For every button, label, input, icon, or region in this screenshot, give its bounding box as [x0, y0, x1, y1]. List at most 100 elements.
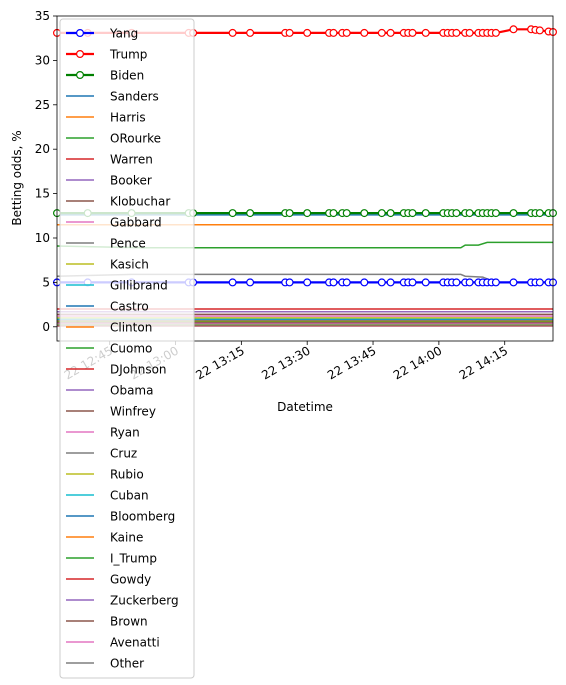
data-point-trump: [465, 28, 474, 37]
data-point-yang: [329, 278, 338, 287]
data-point-yang: [465, 278, 474, 287]
y-tick-label: 0: [42, 320, 50, 334]
legend-marker: [75, 49, 84, 58]
legend-entry-rubio: Rubio: [110, 468, 144, 482]
x-tick-label: 22 13:15: [193, 343, 246, 382]
data-point-biden: [408, 209, 417, 218]
legend-entry-orourke: ORourke: [110, 132, 161, 146]
data-point-trump: [386, 28, 395, 37]
data-point-yang: [421, 278, 430, 287]
legend-entry-klobuchar: Klobuchar: [110, 195, 170, 209]
y-tick-label: 25: [35, 98, 50, 112]
data-point-trump: [408, 28, 417, 37]
data-point-biden: [421, 209, 430, 218]
data-point-biden: [465, 209, 474, 218]
data-point-trump: [535, 26, 544, 35]
legend-entry-bloomberg: Bloomberg: [110, 510, 175, 524]
data-point-biden: [452, 209, 461, 218]
data-point-yang: [285, 278, 294, 287]
data-point-yang: [303, 278, 312, 287]
x-axis-label: Datetime: [277, 400, 333, 414]
data-point-yang: [377, 278, 386, 287]
legend-entry-obama: Obama: [110, 384, 153, 398]
y-tick-label: 35: [35, 9, 50, 23]
legend-entry-castro: Castro: [110, 300, 149, 314]
plot-frame: [56, 15, 554, 342]
legend-entry-brown: Brown: [110, 615, 148, 629]
data-point-biden: [509, 209, 518, 218]
data-point-biden: [377, 209, 386, 218]
legend-entry-pence: Pence: [110, 237, 146, 251]
x-tick-label: 22 14:00: [391, 343, 444, 382]
legend-entry-djohnson: DJohnson: [110, 363, 167, 377]
legend-entry-kaine: Kaine: [110, 531, 143, 545]
legend: Yang Trump Biden Sanders Harris ORourke Warren…: [59, 18, 195, 679]
data-point-biden: [491, 209, 500, 218]
y-tick-label: 15: [35, 187, 50, 201]
data-point-biden: [246, 209, 255, 218]
data-point-trump: [342, 28, 351, 37]
data-point-trump: [452, 28, 461, 37]
legend-marker: [75, 70, 84, 79]
data-point-trump: [228, 28, 237, 37]
data-point-trump: [285, 28, 294, 37]
data-point-yang: [342, 278, 351, 287]
y-axis-label: Betting odds, %: [10, 130, 24, 225]
data-point-trump: [246, 28, 255, 37]
data-point-trump: [421, 28, 430, 37]
data-point-yang: [360, 278, 369, 287]
legend-entry-cuban: Cuban: [110, 489, 149, 503]
legend-entry-booker: Booker: [110, 174, 152, 188]
legend-entry-other: Other: [110, 657, 144, 671]
legend-entry-kasich: Kasich: [110, 258, 149, 272]
legend-entry-gillibrand: Gillibrand: [110, 279, 168, 293]
data-point-trump: [509, 25, 518, 34]
legend-entry-sanders: Sanders: [110, 90, 159, 104]
legend-entry-biden: Biden: [110, 69, 144, 83]
legend-entry-cruz: Cruz: [110, 447, 137, 461]
data-point-biden: [386, 209, 395, 218]
data-point-trump: [329, 28, 338, 37]
data-point-trump: [491, 28, 500, 37]
data-point-yang: [509, 278, 518, 287]
x-tick-label: 22 13:30: [259, 343, 312, 382]
data-point-biden: [228, 209, 237, 218]
data-point-biden: [342, 209, 351, 218]
legend-entry-i-trump: I_Trump: [110, 552, 157, 566]
data-point-yang: [535, 278, 544, 287]
legend-entry-yang: Yang: [109, 27, 138, 41]
x-tick-label: 22 14:15: [457, 343, 510, 382]
legend-entry-trump: Trump: [109, 48, 147, 62]
legend-entry-avenatti: Avenatti: [110, 636, 160, 650]
data-point-yang: [408, 278, 417, 287]
y-tick-label: 5: [42, 275, 50, 289]
data-point-yang: [246, 278, 255, 287]
data-point-biden: [535, 209, 544, 218]
legend-entry-winfrey: Winfrey: [110, 405, 156, 419]
y-tick-label: 20: [35, 142, 50, 156]
data-point-biden: [285, 209, 294, 218]
legend-entry-harris: Harris: [110, 111, 146, 125]
data-point-yang: [386, 278, 395, 287]
y-tick-label: 10: [35, 231, 50, 245]
data-point-biden: [329, 209, 338, 218]
data-point-yang: [491, 278, 500, 287]
data-point-biden: [360, 209, 369, 218]
data-point-trump: [303, 28, 312, 37]
data-point-biden: [303, 209, 312, 218]
data-point-trump: [377, 28, 386, 37]
data-point-trump: [360, 28, 369, 37]
legend-entry-zuckerberg: Zuckerberg: [110, 594, 179, 608]
legend-entry-warren: Warren: [110, 153, 153, 167]
legend-entry-gabbard: Gabbard: [110, 216, 162, 230]
x-tick-label: 22 13:45: [325, 343, 378, 382]
legend-entry-clinton: Clinton: [110, 321, 152, 335]
legend-entry-gowdy: Gowdy: [110, 573, 151, 587]
legend-entry-cuomo: Cuomo: [110, 342, 152, 356]
legend-box: [59, 18, 195, 679]
legend-marker: [75, 29, 84, 38]
y-tick-label: 30: [35, 53, 50, 67]
data-point-yang: [452, 278, 461, 287]
data-point-yang: [228, 278, 237, 287]
